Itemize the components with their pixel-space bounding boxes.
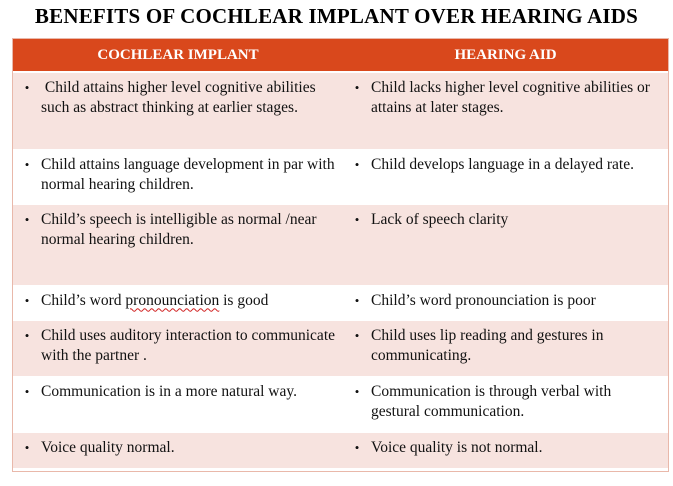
cell-text: Child uses auditory interaction to commu… <box>41 326 336 364</box>
cell-text: Child’s speech is intelligible as normal… <box>41 210 317 248</box>
bullet-icon: • <box>24 156 30 172</box>
cochlear-implant-cell: • Communication is in a more natural way. <box>13 377 343 402</box>
bullet-icon: • <box>24 439 30 455</box>
cochlear-implant-cell: • Child’s word pronounciation is good <box>13 286 343 311</box>
cochlear-implant-cell: • Child uses auditory interaction to comm… <box>13 321 343 366</box>
cochlear-implant-cell: • Voice quality normal. <box>13 433 343 458</box>
bullet-icon: • <box>354 439 360 455</box>
table-row: • Child attains higher level cognitive a… <box>13 72 668 150</box>
hearing-aid-cell: • Child develops language in a delayed ra… <box>343 150 668 175</box>
cell-text: Lack of speech clarity <box>371 210 509 228</box>
page-title: BENEFITS OF COCHLEAR IMPLANT OVER HEARIN… <box>34 4 639 28</box>
cell-text: Voice quality is not normal. <box>371 438 543 456</box>
bullet-icon: • <box>24 383 30 399</box>
bullet-icon: • <box>354 383 360 399</box>
hearing-aid-cell: • Lack of speech clarity <box>343 205 668 230</box>
cochlear-implant-cell: • Child attains higher level cognitive a… <box>13 73 343 118</box>
bullet-icon: • <box>354 327 360 343</box>
cochlear-implant-cell: • Child’s speech is intelligible as norma… <box>13 205 343 250</box>
bullet-icon: • <box>354 292 360 308</box>
hearing-aid-cell: • Voice quality is not normal. <box>343 433 668 458</box>
cell-text: Child’s word pronounciation is poor <box>371 291 596 309</box>
bullet-icon: • <box>24 211 30 227</box>
cell-text: Child attains higher level cognitive abi… <box>41 79 320 116</box>
cell-text: Child uses lip reading and gestures in c… <box>371 326 604 364</box>
table-header-row: COCHLEAR IMPLANT HEARING AID <box>13 39 668 73</box>
cell-text: Child’s word pronounciation is good <box>41 291 343 311</box>
spellcheck-marked-word: pronounciation <box>125 291 220 309</box>
bullet-icon: • <box>354 80 360 95</box>
table-row: • Child’s word pronounciation is good • Ch… <box>13 285 668 321</box>
hearing-aid-cell: • Communication is through verbal with ge… <box>343 377 668 422</box>
cell-text: Child attains language development in pa… <box>41 155 335 193</box>
hearing-aid-cell: • Child uses lip reading and gestures in … <box>343 321 668 366</box>
column-header-hearing-aid: HEARING AID <box>343 39 668 73</box>
cell-text-part: is good <box>219 291 269 309</box>
bullet-icon: • <box>24 327 30 343</box>
table-row: • Child’s speech is intelligible as norma… <box>13 204 668 286</box>
bullet-icon: • <box>24 292 30 308</box>
table-row: • Communication is in a more natural way.… <box>13 376 668 433</box>
cell-text: Voice quality normal. <box>41 438 175 456</box>
bullet-icon: • <box>354 211 360 227</box>
column-header-cochlear-implant: COCHLEAR IMPLANT <box>13 39 343 73</box>
cell-text: Child develops language in a delayed rat… <box>371 155 634 173</box>
table-row: • Child uses auditory interaction to comm… <box>13 320 668 377</box>
table-row: • Voice quality normal. • Voice quality is… <box>13 432 668 469</box>
table-row: • Child attains language development in p… <box>13 149 668 205</box>
hearing-aid-cell: • Child’s word pronounciation is poor <box>343 286 668 311</box>
bullet-icon: • <box>354 156 360 172</box>
cell-text: Communication is in a more natural way. <box>41 382 297 400</box>
comparison-table: COCHLEAR IMPLANT HEARING AID • Child att… <box>13 39 668 469</box>
bullet-icon: • <box>24 80 30 95</box>
cell-text: Child lacks higher level cognitive abili… <box>371 79 650 116</box>
cochlear-implant-cell: • Child attains language development in p… <box>13 150 343 195</box>
cell-text: Communication is through verbal with ges… <box>371 382 612 420</box>
hearing-aid-cell: • Child lacks higher level cognitive abil… <box>343 73 668 118</box>
cell-text-part: Child’s word <box>41 291 126 309</box>
